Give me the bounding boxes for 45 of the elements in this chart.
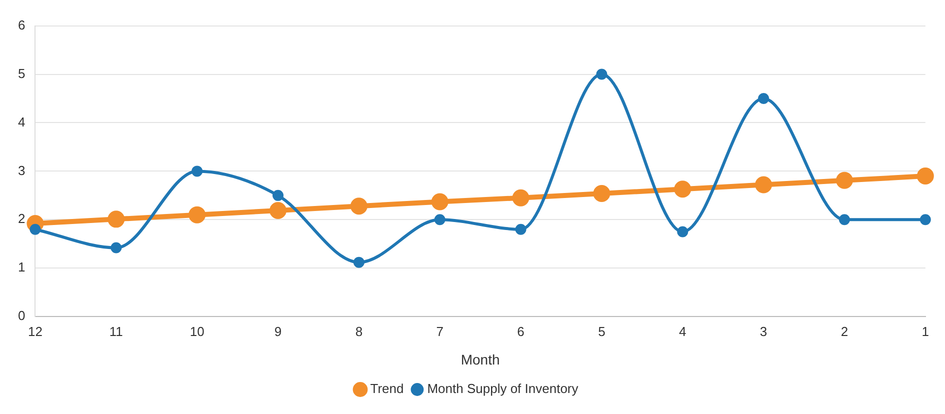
point <box>920 214 931 226</box>
x-tick-label: 7 <box>436 324 444 339</box>
x-tick-label: 3 <box>760 324 768 339</box>
point <box>353 256 364 268</box>
point <box>350 198 368 215</box>
x-tick-label: 6 <box>517 324 524 339</box>
x-tick-label: 5 <box>598 324 606 339</box>
point <box>755 176 772 194</box>
legend-label: Month Supply of Inventory <box>427 381 579 396</box>
point <box>192 166 203 177</box>
point <box>836 172 853 189</box>
y-tick-label: 1 <box>18 260 26 275</box>
point <box>916 168 934 185</box>
point <box>434 214 446 226</box>
point <box>515 224 526 235</box>
y-tick-label: 5 <box>18 66 26 81</box>
x-tick-label: 8 <box>355 324 363 339</box>
point <box>512 189 530 206</box>
point <box>270 202 286 219</box>
x-tick-label: 9 <box>274 324 282 339</box>
x-tick-label: 10 <box>190 324 204 339</box>
y-tick-label: 4 <box>18 114 26 130</box>
x-tick-label: 2 <box>840 324 848 339</box>
y-tick-label: 6 <box>18 17 26 32</box>
point <box>596 68 608 80</box>
x-tick-label: 11 <box>109 324 123 339</box>
point <box>674 180 692 198</box>
point <box>677 226 688 238</box>
y-tick-label: 0 <box>18 308 26 324</box>
x-tick-label: 4 <box>679 324 686 339</box>
legend-label: Trend <box>370 381 404 396</box>
point <box>272 190 284 201</box>
point <box>30 224 41 235</box>
point <box>188 206 206 224</box>
x-tick-label: 12 <box>28 324 42 339</box>
y-tick-label: 3 <box>18 162 26 178</box>
x-tick-label: 1 <box>922 324 929 339</box>
point <box>431 193 448 210</box>
point <box>758 93 770 104</box>
x-axis-title: Month <box>460 351 500 368</box>
point <box>110 242 122 254</box>
point <box>108 210 125 228</box>
point <box>593 184 610 202</box>
point <box>838 214 850 226</box>
y-tick-label: 2 <box>18 211 26 226</box>
